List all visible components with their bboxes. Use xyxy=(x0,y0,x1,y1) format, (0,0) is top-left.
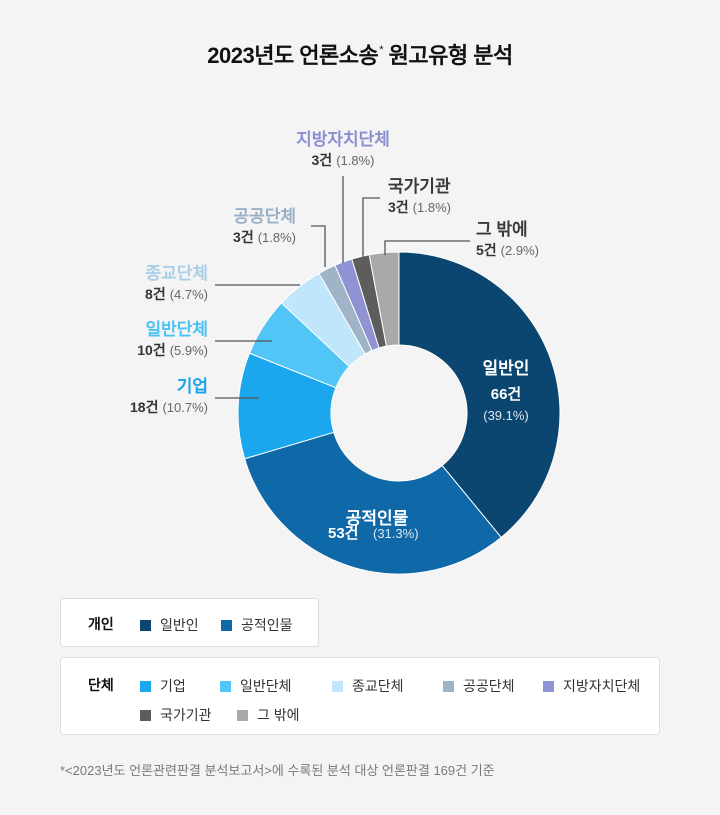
callout-value-4: 8건 (4.7%) xyxy=(145,286,208,302)
callout-count-6: 3건 xyxy=(312,152,333,168)
callout-count-2: 18건 xyxy=(130,399,158,415)
legend-item-4: 종교단체 xyxy=(332,676,404,696)
callout-label-4: 종교단체 xyxy=(145,264,208,283)
callout-value-6: 3건 (1.8%) xyxy=(312,152,375,168)
legend-label-3: 일반단체 xyxy=(240,678,292,694)
donut-slice-0 xyxy=(398,251,561,539)
leader-line-5 xyxy=(311,225,326,267)
legend-label-7: 국가기관 xyxy=(160,707,212,723)
legend-swatch-0 xyxy=(140,619,151,631)
callout-label-2: 기업 xyxy=(177,377,208,396)
legend-label-4: 종교단체 xyxy=(352,678,404,694)
legend-item-8: 그 밖에 xyxy=(237,705,300,725)
slice-percent-1: (31.3%) xyxy=(373,526,419,541)
callout-label-7: 국가기관 xyxy=(388,177,451,196)
donut-slice-8 xyxy=(368,251,400,347)
legend-item-5: 공공단체 xyxy=(443,676,515,696)
legend-personal: 개인 일반인 공적인물 xyxy=(60,598,319,647)
callout-label-5: 공공단체 xyxy=(233,207,296,226)
leader-line-8 xyxy=(384,240,470,255)
legend-swatch-4 xyxy=(332,680,343,692)
chart-title: 2023년도 언론소송* 원고유형 분석 xyxy=(0,38,720,70)
callout-value-8: 5건 (2.9%) xyxy=(476,242,539,258)
legend-swatch-7 xyxy=(140,709,151,721)
legend-group-title: 단체 xyxy=(88,677,114,693)
callout-label-8: 그 밖에 xyxy=(476,220,528,239)
callout-count-7: 3건 xyxy=(388,199,409,215)
callout-label-6: 지방자치단체 xyxy=(296,130,390,149)
legend-item-1: 공적인물 xyxy=(221,615,293,635)
legend-swatch-6 xyxy=(543,680,554,692)
callout-percent-7: (1.8%) xyxy=(413,200,451,215)
callout-value-3: 10건 (5.9%) xyxy=(137,342,208,358)
legend-label-8: 그 밖에 xyxy=(257,707,300,723)
callout-percent-3: (5.9%) xyxy=(170,343,208,358)
callout-count-5: 3건 xyxy=(233,229,254,245)
callout-count-3: 10건 xyxy=(137,342,165,358)
slice-label-0: 일반인 xyxy=(483,359,530,378)
legend-item-2: 기업 xyxy=(140,676,186,696)
slice-percent-0: (39.1%) xyxy=(483,408,529,423)
slice-count-1: 53건 xyxy=(328,525,359,542)
chart-title-suffix: 원고유형 분석 xyxy=(388,43,514,68)
footnote: *<2023년도 언론관련판결 분석보고서>에 수록된 분석 대상 언론판결 1… xyxy=(60,763,495,778)
legend-label-5: 공공단체 xyxy=(463,678,515,694)
legend-label-2: 기업 xyxy=(160,678,186,694)
legend-swatch-2 xyxy=(140,680,151,692)
legend-swatch-1 xyxy=(221,619,232,631)
chart-title-mark: * xyxy=(379,43,384,56)
legend-label-1: 공적인물 xyxy=(241,617,293,633)
callout-percent-6: (1.8%) xyxy=(336,153,374,168)
legend-item-6: 지방자치단체 xyxy=(543,676,640,696)
legend-swatch-3 xyxy=(220,680,231,692)
callout-percent-8: (2.9%) xyxy=(501,243,539,258)
donut-slice-1 xyxy=(244,431,502,575)
callout-percent-2: (10.7%) xyxy=(162,400,208,415)
legend-item-3: 일반단체 xyxy=(220,676,292,696)
leader-line-7 xyxy=(362,197,380,258)
callout-label-3: 일반단체 xyxy=(145,320,208,339)
legend-personal-title: 개인 xyxy=(88,616,114,632)
legend-swatch-8 xyxy=(237,709,248,721)
callout-count-4: 8건 xyxy=(145,286,166,302)
callout-percent-5: (1.8%) xyxy=(258,230,296,245)
slice-count-0: 66건 xyxy=(491,386,522,403)
slice-label-1: 공적인물 xyxy=(346,509,409,528)
callout-value-7: 3건 (1.8%) xyxy=(388,199,451,215)
legend-label-0: 일반인 xyxy=(160,617,199,633)
callout-count-8: 5건 xyxy=(476,242,497,258)
legend-item-7: 국가기관 xyxy=(140,705,212,725)
legend-label-6: 지방자치단체 xyxy=(563,678,641,694)
callout-value-2: 18건 (10.7%) xyxy=(130,399,208,415)
legend-swatch-5 xyxy=(443,680,454,692)
callout-value-5: 3건 (1.8%) xyxy=(233,229,296,245)
legend-item-0: 일반인 xyxy=(140,615,199,635)
callout-percent-4: (4.7%) xyxy=(170,287,208,302)
chart-title-main: 2023년도 언론소송 xyxy=(207,43,379,68)
